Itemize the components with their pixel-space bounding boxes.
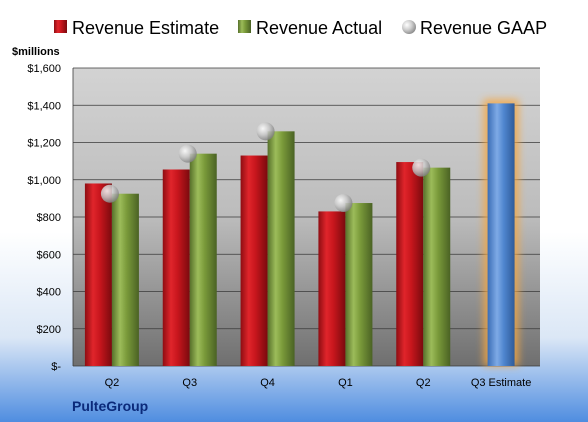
bar-revenue-actual [345, 203, 373, 366]
y-tick-label: $1,000 [27, 175, 61, 187]
legend-label-gaap: Revenue GAAP [420, 18, 547, 38]
bar-revenue-actual [111, 193, 139, 366]
x-tick-label: Q3 Estimate [471, 377, 532, 389]
y-tick-label: $600 [37, 249, 61, 261]
marker-revenue-gaap [256, 122, 275, 141]
bar-revenue-estimate [84, 183, 112, 366]
bar-q3-estimate [487, 103, 515, 366]
legend-label-estimate: Revenue Estimate [72, 18, 219, 38]
y-tick-label: $1,400 [27, 100, 61, 112]
legend-swatch-actual [238, 20, 251, 33]
bar-revenue-estimate [318, 211, 346, 366]
x-tick-label: Q2 [105, 377, 120, 389]
bar-revenue-estimate [162, 169, 190, 366]
x-tick-label: Q4 [260, 377, 275, 389]
bar-revenue-actual [189, 153, 217, 366]
marker-revenue-gaap [412, 158, 431, 177]
y-tick-label: $- [51, 361, 61, 373]
x-axis-labels: Q2 Q3 Q4 Q1 Q2 Q3 Estimate [105, 377, 532, 389]
bar-revenue-actual [423, 167, 451, 366]
x-tick-label: Q2 [416, 377, 431, 389]
company-name: PulteGroup [72, 398, 148, 414]
legend-marker-gaap [402, 20, 416, 34]
grid-lines [72, 67, 540, 367]
y-tick-label: $400 [37, 287, 61, 299]
x-tick-label: Q1 [338, 377, 353, 389]
y-tick-label: $1,200 [27, 138, 61, 150]
y-tick-label: $800 [37, 212, 61, 224]
unit-label: $millions [12, 46, 60, 58]
bar-revenue-estimate [396, 162, 424, 366]
legend-swatch-estimate [54, 20, 67, 33]
marker-revenue-gaap [178, 144, 197, 163]
gaap-markers [100, 122, 431, 213]
bars [84, 99, 519, 366]
legend: Revenue Estimate Revenue Actual Revenue … [54, 18, 547, 38]
marker-revenue-gaap [100, 184, 119, 203]
y-tick-label: $200 [37, 324, 61, 336]
bar-revenue-actual [267, 131, 295, 366]
marker-revenue-gaap [334, 194, 353, 213]
bar-revenue-estimate [240, 155, 268, 366]
x-tick-label: Q3 [182, 377, 197, 389]
legend-label-actual: Revenue Actual [256, 18, 382, 38]
y-tick-label: $1,600 [27, 63, 61, 75]
y-axis-ticks: $- $200 $400 $600 $800 $1,000 $1,200 $1,400 $1,6… [27, 63, 61, 373]
